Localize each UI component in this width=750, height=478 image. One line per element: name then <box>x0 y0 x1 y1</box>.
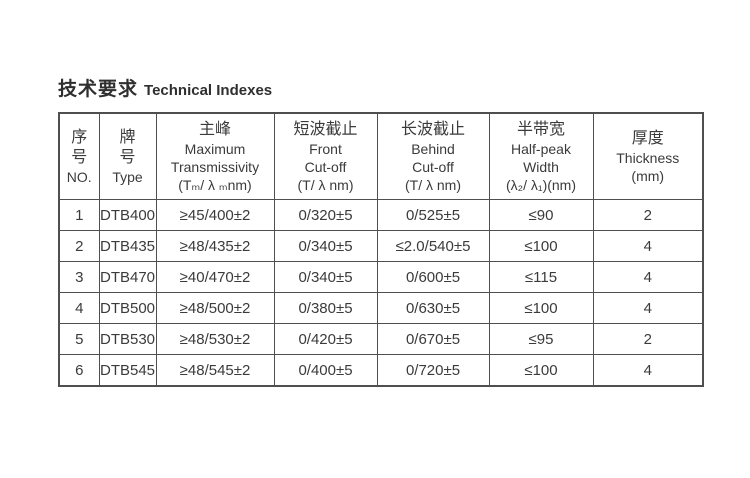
column-header-front-cutoff: 短波截止 Front Cut-off (T/ λ nm) <box>273 112 378 200</box>
column-header-type-en: Type <box>112 168 143 185</box>
cell-front-cutoff: 0/420±5 <box>273 323 378 355</box>
technical-indexes-table: 序 号 NO. 牌 号 Type 主峰 Maximum Transmissivi… <box>58 112 704 387</box>
column-header-half-peak-width-zh: 半带宽 <box>516 120 565 138</box>
column-header-thickness-en: Thickness (mm) <box>616 149 680 184</box>
cell-no: 2 <box>58 230 100 262</box>
cell-type: DTB500 <box>98 292 157 324</box>
column-header-behind-cutoff: 长波截止 Behind Cut-off (T/ λ nm) <box>376 112 490 200</box>
table-row: 1 DTB400 ≥45/400±2 0/320±5 0/525±5 ≤90 2 <box>58 199 704 231</box>
column-header-no-zh: 序 号 <box>71 128 88 166</box>
cell-thickness: 4 <box>592 292 704 324</box>
column-header-thickness: 厚度 Thickness (mm) <box>592 112 704 200</box>
cell-half-peak-width: ≤115 <box>488 261 594 293</box>
table-row: 4 DTB500 ≥48/500±2 0/380±5 0/630±5 ≤100 … <box>58 292 704 324</box>
cell-front-cutoff: 0/340±5 <box>273 261 378 293</box>
table-row: 3 DTB470 ≥40/470±2 0/340±5 0/600±5 ≤115 … <box>58 261 704 293</box>
cell-thickness: 2 <box>592 199 704 231</box>
cell-front-cutoff: 0/320±5 <box>273 199 378 231</box>
page-title-english: Technical Indexes <box>144 82 273 99</box>
cell-behind-cutoff: 0/600±5 <box>376 261 490 293</box>
column-header-no-en: NO. <box>66 168 92 185</box>
cell-thickness: 4 <box>592 261 704 293</box>
column-header-type: 牌 号 Type <box>98 112 157 200</box>
cell-front-cutoff: 0/380±5 <box>273 292 378 324</box>
table-header-row: 序 号 NO. 牌 号 Type 主峰 Maximum Transmissivi… <box>58 112 704 200</box>
cell-no: 1 <box>58 199 100 231</box>
page-title-chinese: 技术要求 <box>58 79 139 100</box>
cell-max-transmissivity: ≥45/400±2 <box>155 199 275 231</box>
cell-half-peak-width: ≤95 <box>488 323 594 355</box>
column-header-front-cutoff-zh: 短波截止 <box>293 120 358 138</box>
cell-max-transmissivity: ≥40/470±2 <box>155 261 275 293</box>
cell-max-transmissivity: ≥48/545±2 <box>155 354 275 387</box>
cell-thickness: 2 <box>592 323 704 355</box>
cell-type: DTB435 <box>98 230 157 262</box>
cell-behind-cutoff: ≤2.0/540±5 <box>376 230 490 262</box>
cell-type: DTB400 <box>98 199 157 231</box>
column-header-thickness-zh: 厚度 <box>631 129 664 147</box>
column-header-front-cutoff-en: Front Cut-off (T/ λ nm) <box>297 140 354 193</box>
column-header-type-zh: 牌 号 <box>119 128 136 166</box>
cell-half-peak-width: ≤100 <box>488 230 594 262</box>
cell-no: 4 <box>58 292 100 324</box>
cell-thickness: 4 <box>592 354 704 387</box>
cell-front-cutoff: 0/400±5 <box>273 354 378 387</box>
column-header-max-transmissivity: 主峰 Maximum Transmissivity (Tₘ/ λ ₘnm) <box>155 112 275 200</box>
page-title: 技术要求 Technical Indexes <box>58 74 272 101</box>
cell-half-peak-width: ≤90 <box>488 199 594 231</box>
column-header-half-peak-width-en: Half-peak Width (λ₂/ λ₁)(nm) <box>505 140 577 193</box>
column-header-no: 序 号 NO. <box>58 112 100 200</box>
cell-no: 3 <box>58 261 100 293</box>
cell-no: 5 <box>58 323 100 355</box>
cell-front-cutoff: 0/340±5 <box>273 230 378 262</box>
column-header-max-transmissivity-zh: 主峰 <box>198 120 231 138</box>
cell-thickness: 4 <box>592 230 704 262</box>
cell-half-peak-width: ≤100 <box>488 354 594 387</box>
cell-type: DTB530 <box>98 323 157 355</box>
column-header-behind-cutoff-zh: 长波截止 <box>400 120 465 138</box>
cell-behind-cutoff: 0/525±5 <box>376 199 490 231</box>
cell-type: DTB470 <box>98 261 157 293</box>
cell-max-transmissivity: ≥48/435±2 <box>155 230 275 262</box>
cell-type: DTB545 <box>98 354 157 387</box>
column-header-behind-cutoff-en: Behind Cut-off (T/ λ nm) <box>405 140 461 193</box>
cell-behind-cutoff: 0/670±5 <box>376 323 490 355</box>
cell-half-peak-width: ≤100 <box>488 292 594 324</box>
cell-max-transmissivity: ≥48/500±2 <box>155 292 275 324</box>
cell-behind-cutoff: 0/720±5 <box>376 354 490 387</box>
cell-max-transmissivity: ≥48/530±2 <box>155 323 275 355</box>
table-row: 5 DTB530 ≥48/530±2 0/420±5 0/670±5 ≤95 2 <box>58 323 704 355</box>
column-header-max-transmissivity-en: Maximum Transmissivity (Tₘ/ λ ₘnm) <box>170 140 260 193</box>
table-row: 6 DTB545 ≥48/545±2 0/400±5 0/720±5 ≤100 … <box>58 354 704 387</box>
table-row: 2 DTB435 ≥48/435±2 0/340±5 ≤2.0/540±5 ≤1… <box>58 230 704 262</box>
cell-no: 6 <box>58 354 100 387</box>
column-header-half-peak-width: 半带宽 Half-peak Width (λ₂/ λ₁)(nm) <box>488 112 594 200</box>
cell-behind-cutoff: 0/630±5 <box>376 292 490 324</box>
